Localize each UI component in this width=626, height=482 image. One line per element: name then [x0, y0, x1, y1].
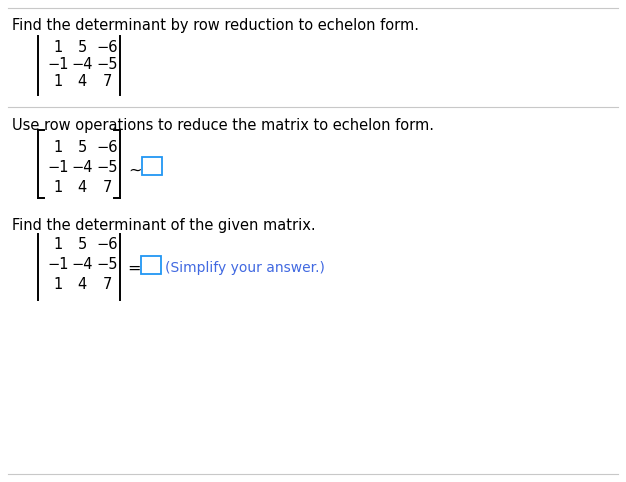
Text: 4: 4 [78, 74, 86, 89]
Text: Find the determinant of the given matrix.: Find the determinant of the given matrix… [12, 218, 316, 233]
Text: −4: −4 [71, 257, 93, 272]
Text: 1: 1 [53, 180, 63, 195]
Text: Find the determinant by row reduction to echelon form.: Find the determinant by row reduction to… [12, 18, 419, 33]
Text: −5: −5 [96, 57, 118, 72]
Text: −6: −6 [96, 140, 118, 155]
Text: 7: 7 [102, 277, 111, 292]
Text: −1: −1 [47, 57, 69, 72]
Text: Use row operations to reduce the matrix to echelon form.: Use row operations to reduce the matrix … [12, 118, 434, 133]
Text: −6: −6 [96, 40, 118, 55]
Text: −4: −4 [71, 57, 93, 72]
Text: =: = [127, 261, 140, 276]
Text: 7: 7 [102, 74, 111, 89]
Text: −6: −6 [96, 237, 118, 252]
Text: 1: 1 [53, 40, 63, 55]
Text: 1: 1 [53, 140, 63, 155]
Text: ~: ~ [128, 163, 141, 178]
Text: 5: 5 [78, 40, 86, 55]
Text: −4: −4 [71, 160, 93, 175]
Text: 4: 4 [78, 277, 86, 292]
Text: 7: 7 [102, 180, 111, 195]
Text: −5: −5 [96, 257, 118, 272]
Text: 1: 1 [53, 277, 63, 292]
Text: 1: 1 [53, 74, 63, 89]
Text: 4: 4 [78, 180, 86, 195]
Text: 1: 1 [53, 237, 63, 252]
Text: −5: −5 [96, 160, 118, 175]
Text: 5: 5 [78, 140, 86, 155]
Text: 5: 5 [78, 237, 86, 252]
Text: −1: −1 [47, 160, 69, 175]
Text: −1: −1 [47, 257, 69, 272]
Bar [141, 256, 161, 274]
Text: (Simplify your answer.): (Simplify your answer.) [165, 261, 325, 275]
Bar [142, 157, 162, 175]
